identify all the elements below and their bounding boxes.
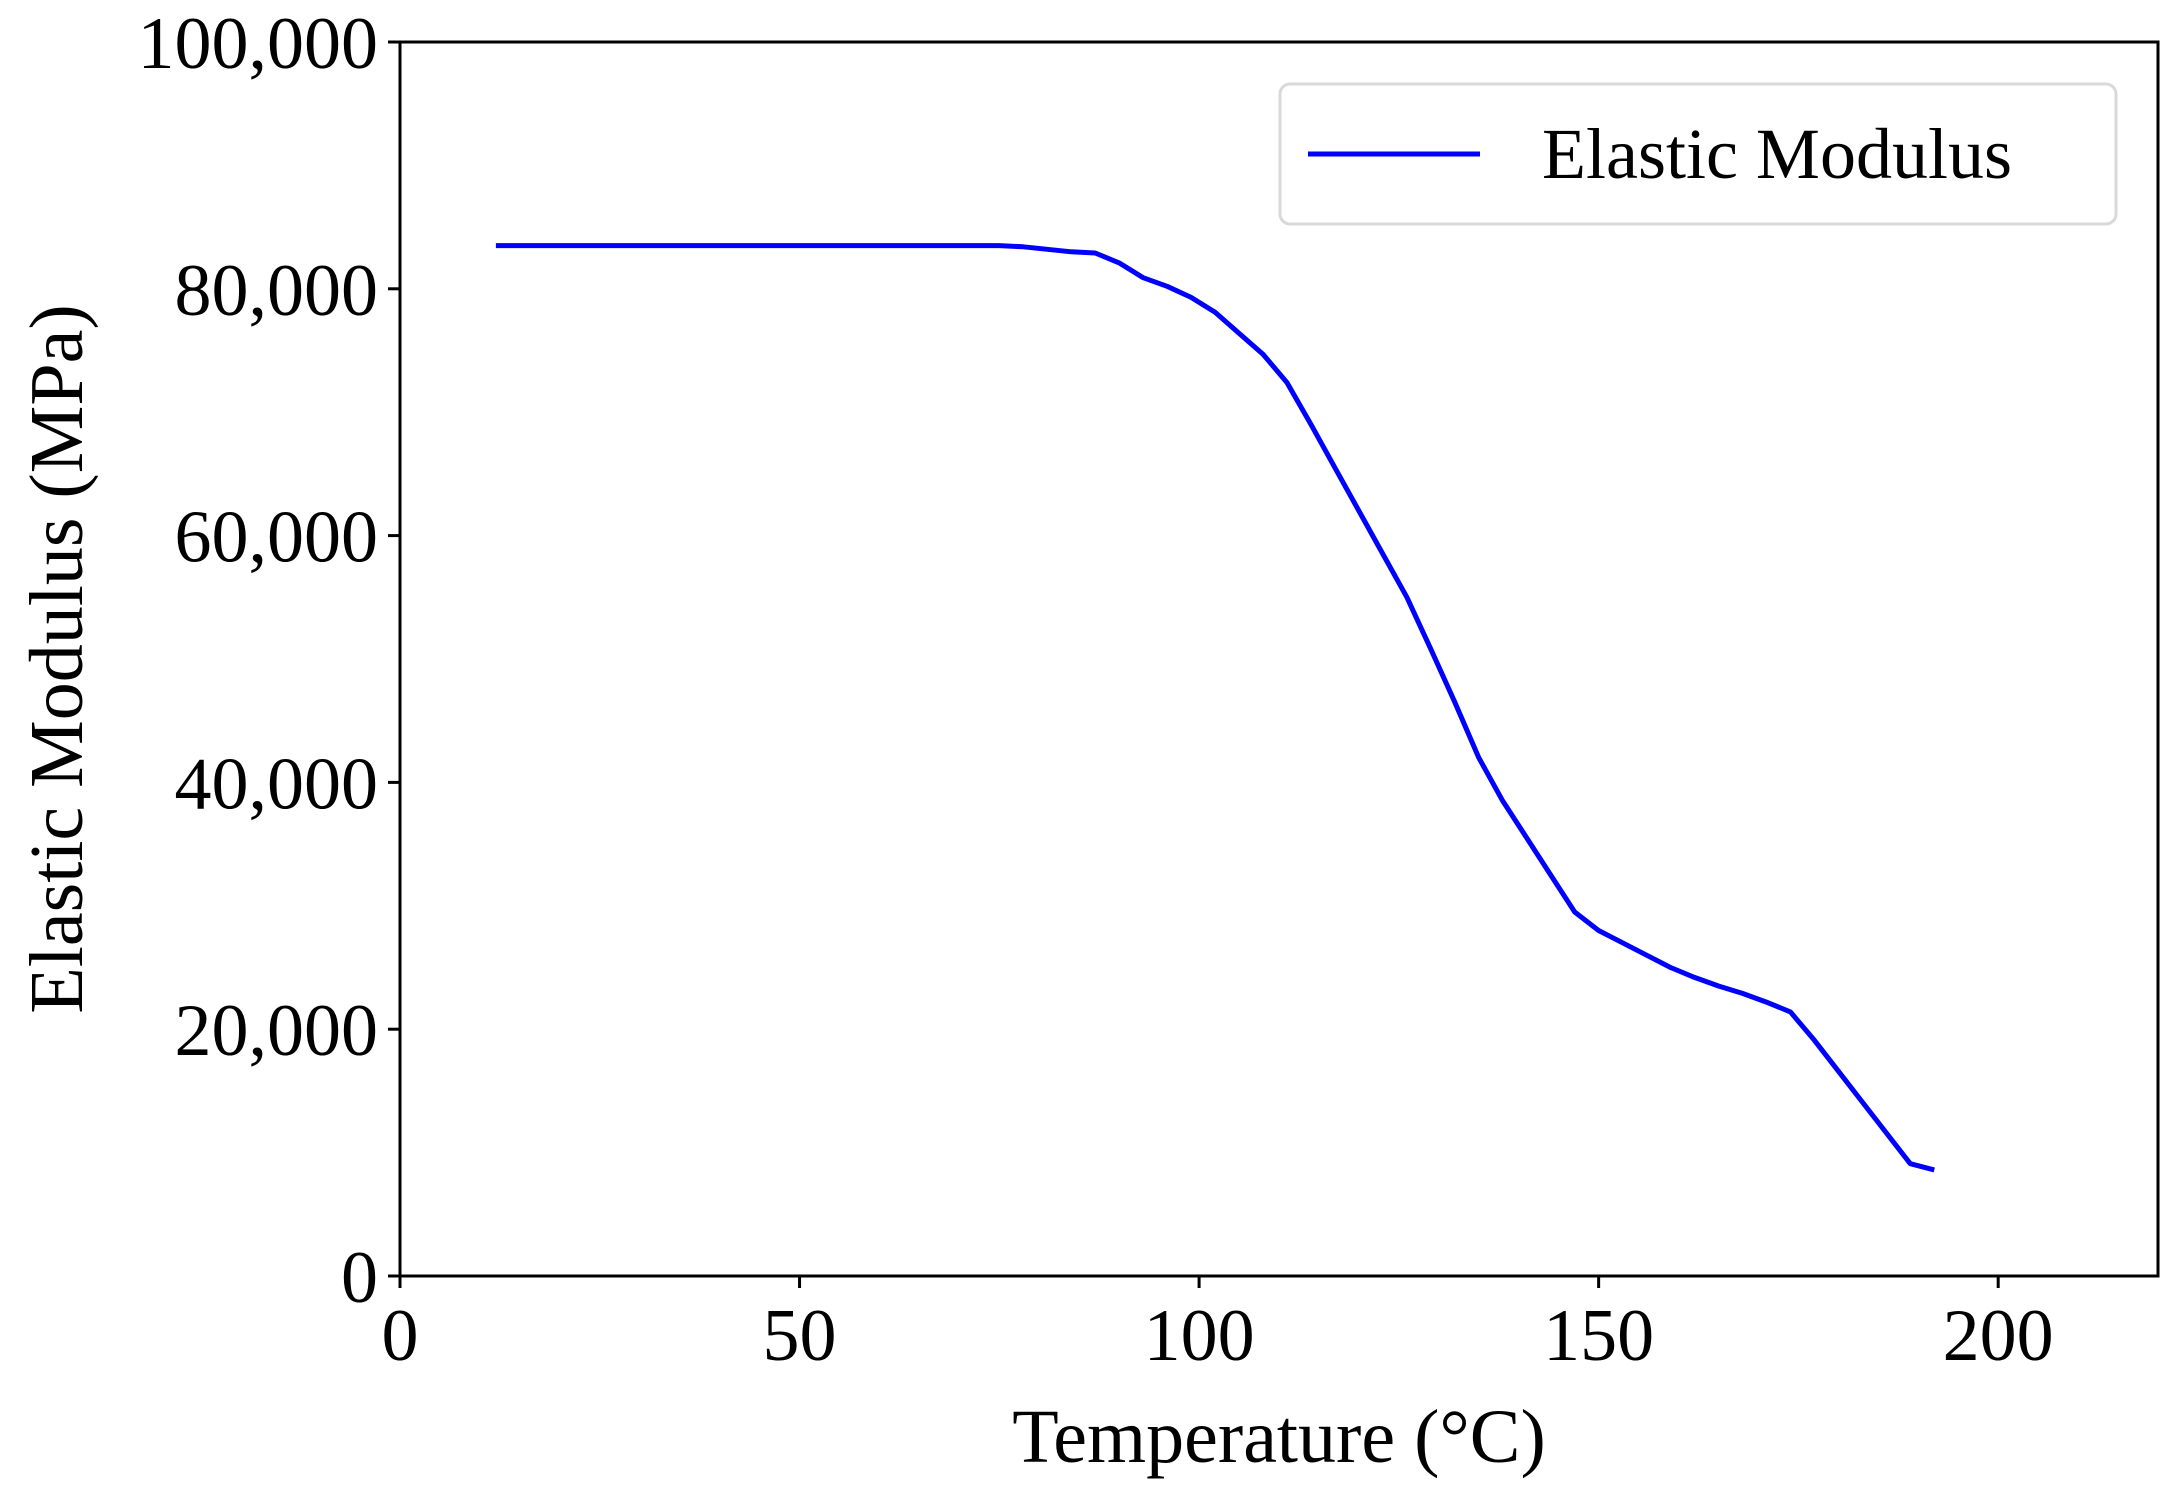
y-axis-label: Elastic Modulus (MPa) <box>15 304 99 1013</box>
series-line-0 <box>495 243 1935 1173</box>
x-tick-label-0: 0 <box>382 1295 419 1377</box>
plot-frame <box>398 40 2160 1278</box>
legend-box <box>1278 82 2118 226</box>
legend-label-0: Elastic Modulus <box>1542 114 2012 194</box>
x-tick-label-4: 200 <box>1943 1295 2054 1377</box>
x-tick-label-3: 150 <box>1543 1295 1654 1377</box>
y-tick-label-4: 80,000 <box>175 250 379 332</box>
y-tick-label-3: 60,000 <box>175 497 379 579</box>
y-tick-label-0: 0 <box>341 1237 378 1319</box>
x-tick-label-1: 50 <box>763 1295 837 1377</box>
axes-layer: 0 50 100 150 200 0 20,000 40,000 60,000 80,000 100… <box>15 3 2160 1479</box>
plot-layer <box>495 243 1935 1173</box>
x-tick-label-2: 100 <box>1144 1295 1255 1377</box>
legend: Elastic Modulus <box>1278 82 2118 226</box>
y-tick-label-2: 40,000 <box>175 743 379 825</box>
y-tick-label-5: 100,000 <box>138 3 379 85</box>
y-tick-label-1: 20,000 <box>175 990 379 1072</box>
x-axis-label: Temperature (°C) <box>1012 1395 1546 1479</box>
